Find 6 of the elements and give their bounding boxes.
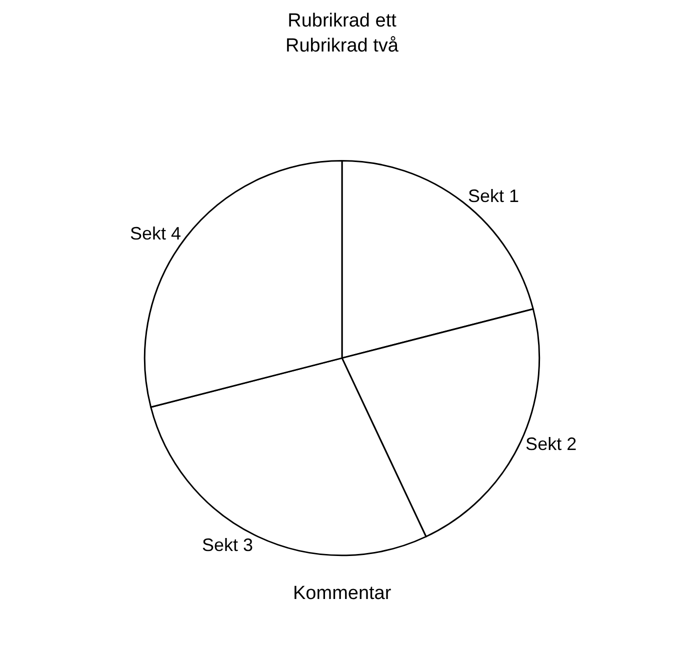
slice-label: Sekt 2 <box>526 434 577 454</box>
slice-label: Sekt 4 <box>130 223 182 244</box>
slice-label: Sekt 3 <box>202 534 253 555</box>
chart-title: Rubrikrad ett Rubrikrad två <box>286 10 399 56</box>
slice-label: Sekt 1 <box>468 186 519 206</box>
text: Kommentar <box>293 583 392 604</box>
